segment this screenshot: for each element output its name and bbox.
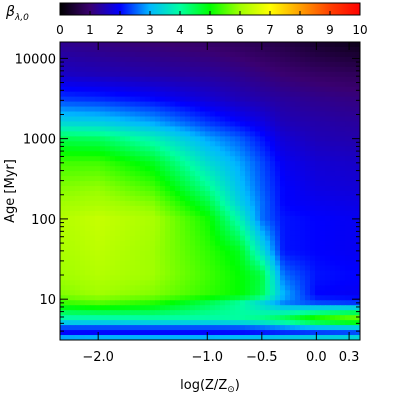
colorbar-ticks: 0 1 2 3 4 5 6 7 8 9 10: [56, 11, 368, 37]
colorbar-tick-label: 2: [116, 23, 124, 37]
y-tick-label: 1000: [23, 133, 56, 148]
colorbar-tick-label: 5: [206, 23, 214, 37]
x-tick-label: −1.0: [191, 350, 223, 365]
plot-frame: [59, 41, 361, 341]
colorbar-tick-label: 3: [146, 23, 154, 37]
colorbar-tick-label: 0: [56, 23, 64, 37]
colorbar-tick-label: 4: [176, 23, 184, 37]
colorbar-tick-label: 8: [296, 23, 304, 37]
x-tick-label: −2.0: [82, 350, 114, 365]
y-axis-ticks: 10 100 1000 10000: [15, 52, 360, 332]
colorbar-tick-label: 6: [236, 23, 244, 37]
x-tick-label: 0.3: [339, 350, 360, 365]
x-tick-label: 0.0: [306, 350, 327, 365]
colorbar-tick-label: 7: [266, 23, 274, 37]
x-axis-ticks: −2.0 −1.0 −0.5 0.0 0.3: [82, 42, 359, 365]
heatmap-field: [60, 42, 360, 340]
y-axis-label: Age [Myr]: [3, 159, 18, 223]
colorbar-label: βλ,0: [5, 4, 29, 23]
y-tick-label: 100: [31, 213, 56, 228]
y-tick-label: 10000: [15, 52, 56, 67]
colorbar-tick-label: 9: [326, 23, 334, 37]
y-tick-label: 10: [39, 293, 56, 308]
colorbar-tick-label: 1: [86, 23, 94, 37]
colorbar-tick-label: 10: [352, 23, 367, 37]
x-tick-label: −0.5: [246, 350, 278, 365]
x-axis-label: log(Z/Z⊙): [180, 378, 240, 395]
